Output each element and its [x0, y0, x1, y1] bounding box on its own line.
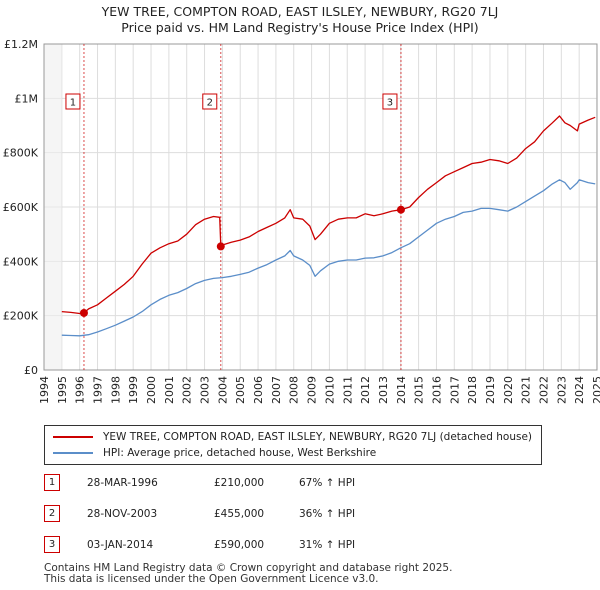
transaction-number: 1: [44, 474, 60, 491]
x-tick-label: 2011: [341, 376, 354, 404]
x-tick-label: 2010: [323, 376, 336, 404]
y-tick-label: £200K: [3, 310, 39, 323]
x-tick-label: 1996: [74, 376, 87, 404]
legend-property: YEW TREE, COMPTON ROAD, EAST ILSLEY, NEW…: [53, 429, 532, 445]
x-tick-label: 2016: [430, 376, 443, 404]
transaction-label-box: [382, 93, 398, 110]
x-tick-label: 2022: [537, 376, 550, 404]
x-tick-label: 2014: [395, 376, 408, 404]
x-tick-label: 2024: [573, 376, 586, 404]
x-tick-label: 2018: [466, 376, 479, 404]
x-tick-label: 2017: [448, 376, 461, 404]
x-tick-label: 1997: [92, 376, 105, 404]
x-tick-label: 2021: [520, 376, 533, 404]
transaction-number: 3: [44, 536, 60, 553]
transaction-label-box: [202, 93, 218, 110]
y-tick-label: £600K: [3, 201, 39, 214]
x-tick-label: 2008: [288, 376, 301, 404]
property-price-line: [61, 115, 596, 315]
y-tick-label: £1M: [15, 92, 39, 105]
transaction-price: £455,000: [214, 508, 265, 520]
x-tick-label: 2007: [270, 376, 283, 404]
transaction-hpi: 36% ↑ HPI: [299, 508, 356, 520]
y-tick-label: £800K: [3, 147, 39, 160]
y-tick-label: £400K: [3, 255, 39, 268]
transaction-number: 2: [44, 505, 60, 522]
transaction-date: 28-MAR-1996: [87, 477, 158, 489]
hpi-line: [61, 179, 596, 337]
x-tick-label: 2001: [163, 376, 176, 404]
x-tick-label: 1999: [127, 376, 140, 404]
x-tick-label: 2009: [306, 376, 319, 404]
x-tick-label: 2004: [216, 376, 229, 404]
legend-hpi-swatch: [53, 452, 93, 454]
x-tick-label: 2019: [484, 376, 497, 404]
transaction-row: 1 28-MAR-1996 £210,000 67% ↑ HPI: [44, 474, 544, 492]
plot-border: [43, 43, 598, 371]
transaction-price: £210,000: [214, 477, 265, 489]
transaction-date: 03-JAN-2014: [87, 539, 154, 551]
x-tick-label: 2012: [359, 376, 372, 404]
footer-copyright: Contains HM Land Registry data © Crown c…: [44, 562, 453, 574]
transaction-price: £590,000: [214, 539, 265, 551]
transaction-row: 3 03-JAN-2014 £590,000 31% ↑ HPI: [44, 536, 544, 554]
transaction-hpi: 67% ↑ HPI: [299, 477, 356, 489]
y-tick-label: £0: [24, 364, 38, 377]
transaction-point: [216, 242, 225, 251]
chart-subtitle: Price paid vs. HM Land Registry's House …: [121, 20, 479, 35]
legend-property-swatch: [53, 436, 93, 438]
x-tick-label: 2023: [555, 376, 568, 404]
x-tick-label: 2015: [413, 376, 426, 404]
x-tick-label: 2000: [145, 376, 158, 404]
x-tick-label: 2005: [234, 376, 247, 404]
legend-hpi: HPI: Average price, detached house, West…: [53, 445, 376, 461]
x-tick-label: 1995: [56, 376, 69, 404]
transaction-hpi: 31% ↑ HPI: [299, 539, 356, 551]
footer-license: This data is licensed under the Open Gov…: [44, 573, 379, 585]
transaction-point: [396, 205, 405, 214]
transaction-label: 1: [70, 98, 76, 109]
legend: YEW TREE, COMPTON ROAD, EAST ILSLEY, NEW…: [44, 425, 542, 465]
chart-title: YEW TREE, COMPTON ROAD, EAST ILSLEY, NEW…: [101, 4, 499, 19]
x-tick-label: 2002: [181, 376, 194, 404]
x-tick-label: 2013: [377, 376, 390, 404]
transaction-label-box: [65, 93, 81, 110]
transaction-point: [79, 308, 88, 317]
x-tick-label: 2020: [502, 376, 515, 404]
legend-hpi-label: HPI: Average price, detached house, West…: [103, 447, 377, 459]
x-tick-label: 2003: [199, 376, 212, 404]
x-tick-label: 2006: [252, 376, 265, 404]
transaction-label: 2: [207, 98, 213, 109]
x-tick-label: 1994: [38, 376, 51, 404]
transaction-label: 3: [387, 98, 393, 109]
transaction-date: 28-NOV-2003: [87, 508, 158, 520]
x-tick-label: 1998: [109, 376, 122, 404]
transaction-row: 2 28-NOV-2003 £455,000 36% ↑ HPI: [44, 505, 544, 523]
y-tick-label: £1.2M: [4, 38, 38, 51]
x-tick-label: 2025: [591, 376, 600, 404]
pre-data-region: [44, 44, 62, 370]
price-chart: £0 £200K £400K £600K £800K £1M £1.2M 1994 1995 19…: [3, 38, 600, 404]
legend-property-label: YEW TREE, COMPTON ROAD, EAST ILSLEY, NEW…: [103, 431, 533, 443]
